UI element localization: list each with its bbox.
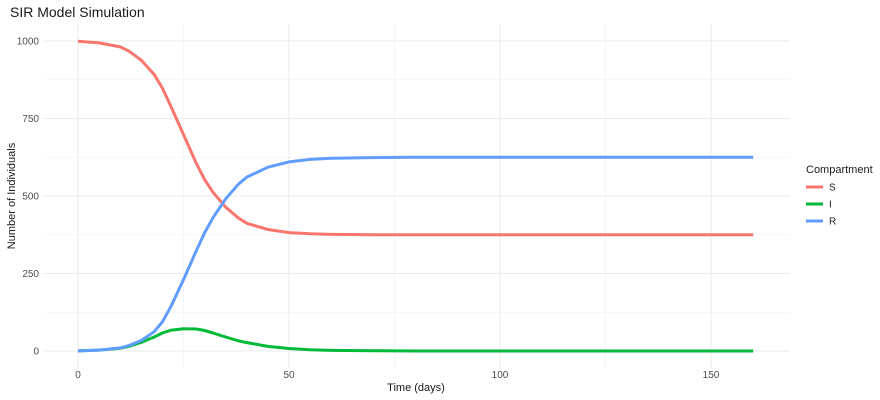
legend-label-I: I bbox=[829, 200, 832, 211]
legend-title: Compartment bbox=[806, 164, 873, 176]
y-tick-label: 250 bbox=[22, 269, 39, 280]
x-tick-label: 150 bbox=[703, 370, 720, 381]
legend: Compartment SIR bbox=[806, 164, 873, 228]
y-tick-label: 500 bbox=[22, 192, 39, 203]
series-line-S bbox=[77, 39, 754, 237]
legend-label-S: S bbox=[829, 183, 836, 194]
chart-title: SIR Model Simulation bbox=[10, 4, 145, 20]
legend-label-R: R bbox=[829, 217, 836, 228]
y-tick-label: 1000 bbox=[17, 37, 40, 48]
series-group bbox=[77, 39, 754, 353]
x-axis-title: Time (days) bbox=[387, 382, 445, 394]
y-axis-title: Number of Individuals bbox=[6, 142, 18, 249]
series-line-R bbox=[77, 155, 754, 353]
x-tick-label: 0 bbox=[75, 370, 81, 381]
y-tick-label: 0 bbox=[33, 347, 39, 358]
y-tick-labels: 0 250 500 750 1000 bbox=[17, 37, 40, 358]
series-line-I bbox=[77, 327, 754, 353]
x-tick-label: 100 bbox=[492, 370, 509, 381]
legend-items: SIR bbox=[806, 183, 836, 228]
x-tick-label: 50 bbox=[283, 370, 295, 381]
y-tick-label: 750 bbox=[22, 114, 39, 125]
x-tick-labels: 0 50 100 150 bbox=[75, 370, 720, 381]
